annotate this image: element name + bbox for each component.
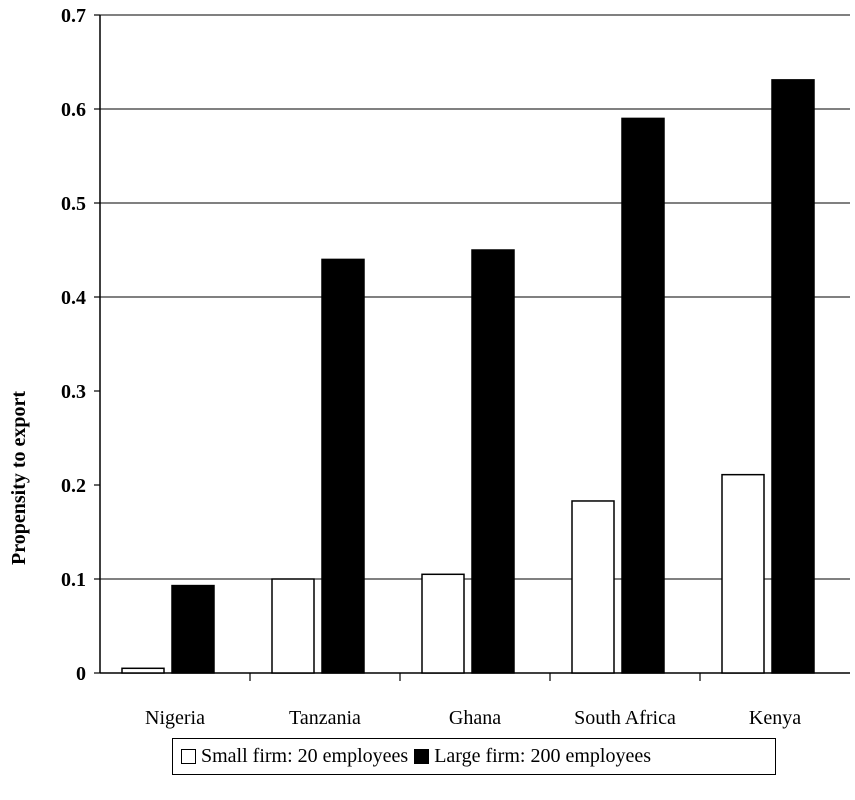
y-tick-label: 0 [76,663,86,685]
bar-chart: 0 0.1 0.2 0.3 0.4 0.5 0.6 0.7 Nigeria Tanzania Gha… [61,5,850,729]
bar-small [271,578,315,674]
bar-large [321,258,365,674]
legend-item-small: Small firm: 20 employees [181,745,408,768]
y-tick-label: 0.6 [61,99,86,121]
bar-small [721,473,765,674]
y-axis-label: Propensity to export [8,390,30,565]
legend-item-large: Large firm: 200 employees [414,745,651,768]
legend-label-large: Large firm: 200 employees [434,745,651,767]
y-tick-label: 0.3 [61,381,86,403]
bar-large [471,249,515,674]
legend: Small firm: 20 employees Large firm: 200… [172,738,776,775]
x-tick-label: South Africa [574,707,676,729]
bar-large [621,117,665,674]
bar-small [421,573,465,674]
bar-small [571,500,615,674]
legend-label-small: Small firm: 20 employees [201,745,409,767]
x-tick-label: Ghana [449,707,501,729]
y-tick-label: 0.4 [61,287,86,309]
bar-large [771,79,815,674]
legend-swatch-large [414,749,430,764]
y-tick-label: 0.1 [61,569,86,591]
y-tick-label: 0.5 [61,193,86,215]
legend-swatch-small [181,749,196,764]
bar-small [121,667,165,674]
y-tick-label: 0.2 [61,475,86,497]
x-tick-label: Kenya [749,707,801,729]
bar-large [171,584,215,674]
x-tick-label: Nigeria [145,707,205,729]
y-tick-label: 0.7 [61,5,86,27]
x-tick-label: Tanzania [289,707,361,729]
